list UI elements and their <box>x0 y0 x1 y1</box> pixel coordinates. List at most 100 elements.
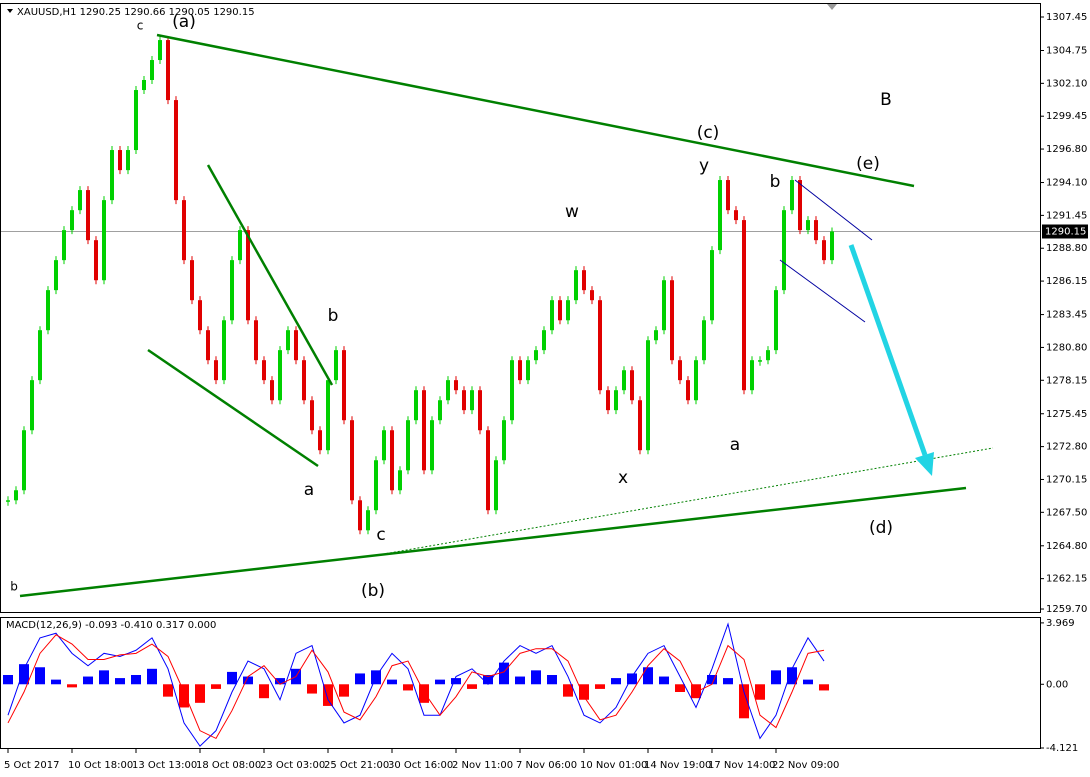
candle <box>46 290 50 331</box>
candle <box>470 390 474 411</box>
histogram-bar <box>259 684 269 699</box>
histogram-bar <box>387 679 397 685</box>
x-tick-label: 30 Oct 16:00 <box>388 760 453 771</box>
candle <box>86 190 90 241</box>
histogram-bar <box>339 684 349 697</box>
y-tick-label: 1270.15 <box>1046 474 1087 485</box>
candle <box>150 60 154 80</box>
x-tick-label: 22 Nov 09:00 <box>772 760 839 771</box>
wave-label: (c) <box>697 123 720 143</box>
histogram-bar <box>755 684 765 700</box>
candle <box>254 320 258 361</box>
candle <box>182 200 186 261</box>
candle <box>110 150 114 201</box>
candle <box>390 430 394 491</box>
candle <box>534 350 538 361</box>
candle <box>830 231 834 261</box>
histogram-bar <box>483 674 493 685</box>
candle <box>222 320 226 381</box>
histogram-bar <box>579 684 589 700</box>
candle <box>774 290 778 351</box>
candle <box>454 380 458 391</box>
wave-label: a <box>304 480 314 500</box>
signal-line <box>7 634 825 740</box>
histogram-bar <box>195 684 205 703</box>
candle <box>414 390 418 421</box>
histogram-bar <box>467 684 477 689</box>
histogram-bar <box>627 673 637 685</box>
menu-arrow[interactable] <box>7 9 13 13</box>
candle <box>678 360 682 381</box>
y-tick-label: 1286.15 <box>1046 276 1087 287</box>
candle <box>358 500 362 531</box>
wave-label: b <box>770 172 781 192</box>
x-tick-label: 10 Oct 18:00 <box>68 760 133 771</box>
histogram-bar <box>115 678 125 685</box>
candle <box>382 430 386 461</box>
histogram-bar <box>323 684 333 706</box>
x-tick-label: 14 Nov 19:00 <box>644 760 711 771</box>
wave-label: (d) <box>869 518 893 538</box>
wave-label: B <box>880 90 892 110</box>
candle <box>558 300 562 321</box>
candle <box>102 200 106 281</box>
histogram-bar <box>163 684 173 697</box>
candle <box>294 330 298 361</box>
y-tick-label: 0.00 <box>1046 679 1068 690</box>
candle <box>278 350 282 401</box>
y-tick-label: 1283.45 <box>1046 310 1087 321</box>
candle <box>590 290 594 301</box>
histogram-bar <box>451 678 461 685</box>
candle <box>734 210 738 221</box>
candle <box>134 90 138 151</box>
candle <box>622 370 626 391</box>
y-tick-label: 1302.10 <box>1046 78 1087 89</box>
wave-label: w <box>565 202 579 222</box>
histogram-bar <box>67 684 77 688</box>
candle <box>494 460 498 511</box>
wave-label: b <box>328 306 339 326</box>
x-tick-label: 5 Oct 2017 <box>4 760 59 771</box>
candle <box>366 510 370 531</box>
histogram-bar <box>99 670 109 685</box>
candle <box>286 330 290 351</box>
histogram-bar <box>547 674 557 685</box>
dotted-line <box>377 447 994 556</box>
wave-label: (b) <box>361 581 385 601</box>
wave-label: b <box>10 580 18 594</box>
candle <box>726 180 730 211</box>
candle <box>142 79 146 91</box>
histogram-bar <box>227 671 237 685</box>
histogram-bar <box>787 667 797 685</box>
y-tick-label: 1304.75 <box>1046 45 1087 56</box>
y-tick-label: 1275.45 <box>1046 409 1087 420</box>
candle <box>766 350 770 361</box>
y-tick-label: 1272.80 <box>1046 442 1087 453</box>
candle <box>310 400 314 431</box>
candle <box>342 350 346 421</box>
candle <box>502 420 506 461</box>
y-tick-label: 1259.70 <box>1046 604 1087 615</box>
candle <box>62 230 66 261</box>
y-tick-label: 1288.80 <box>1046 243 1087 254</box>
candle <box>638 400 642 451</box>
histogram-bar <box>611 678 621 685</box>
candle <box>54 260 58 291</box>
histogram-bar <box>35 667 45 685</box>
x-tick-label: 23 Oct 03:00 <box>260 760 325 771</box>
x-tick-label: 7 Nov 06:00 <box>516 760 577 771</box>
trend-line <box>19 486 967 598</box>
shift-marker[interactable] <box>827 4 837 10</box>
y-tick-label: 1294.10 <box>1046 178 1087 189</box>
x-tick-label: 17 Nov 14:00 <box>708 760 775 771</box>
candle <box>742 220 746 391</box>
candle <box>118 150 122 171</box>
x-tick-label: 10 Nov 01:00 <box>580 760 647 771</box>
histogram-bar <box>659 676 669 685</box>
y-tick-label: 1307.45 <box>1046 12 1087 23</box>
candle <box>262 360 266 381</box>
histogram-bar <box>403 684 413 691</box>
candle <box>158 40 162 61</box>
candle <box>238 230 242 261</box>
histogram-bar <box>595 684 605 689</box>
